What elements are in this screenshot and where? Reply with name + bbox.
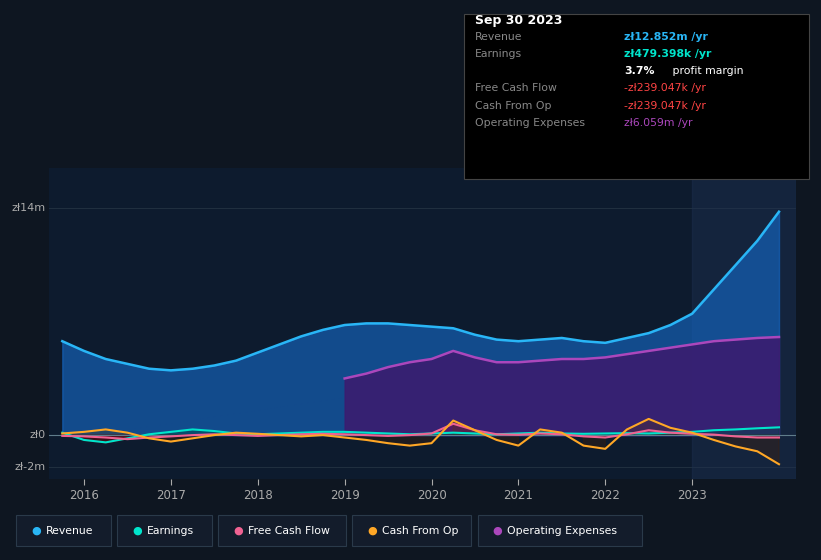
Text: zł6.059m /yr: zł6.059m /yr [624,118,692,128]
Text: ●: ● [367,526,377,536]
Text: Revenue: Revenue [475,32,522,42]
Text: Operating Expenses: Operating Expenses [507,526,617,536]
Text: Operating Expenses: Operating Expenses [475,118,585,128]
Text: Revenue: Revenue [46,526,94,536]
Text: zł14m: zł14m [11,203,45,213]
Text: profit margin: profit margin [669,66,744,76]
Text: Free Cash Flow: Free Cash Flow [248,526,330,536]
Text: Sep 30 2023: Sep 30 2023 [475,14,562,27]
Text: zł0: zł0 [29,430,45,440]
Text: -zł239.047k /yr: -zł239.047k /yr [624,101,706,111]
Text: zł479.398k /yr: zł479.398k /yr [624,49,711,59]
Text: zł-2m: zł-2m [14,463,45,473]
Text: ●: ● [493,526,502,536]
Text: Free Cash Flow: Free Cash Flow [475,83,557,94]
Text: -zł239.047k /yr: -zł239.047k /yr [624,83,706,94]
Text: ●: ● [233,526,243,536]
Text: Earnings: Earnings [147,526,194,536]
Text: Cash From Op: Cash From Op [475,101,551,111]
Text: ●: ● [132,526,142,536]
Bar [692,168,796,479]
Text: Earnings: Earnings [475,49,521,59]
Text: ●: ● [31,526,41,536]
Text: zł12.852m /yr: zł12.852m /yr [624,32,708,42]
Text: 3.7%: 3.7% [624,66,654,76]
Text: Cash From Op: Cash From Op [382,526,458,536]
